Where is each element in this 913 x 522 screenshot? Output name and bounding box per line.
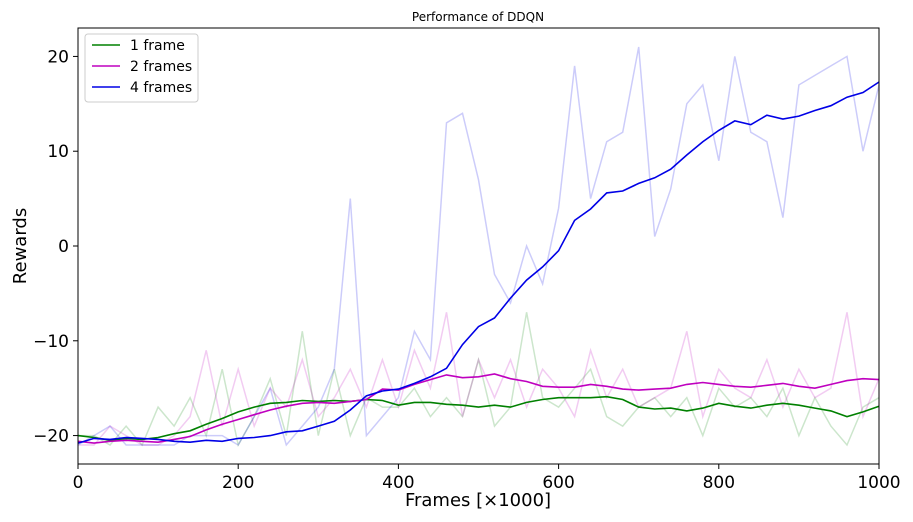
legend-label: 1 frame: [130, 38, 185, 54]
legend-box: [84, 33, 199, 103]
y-tick-label: −10: [33, 332, 69, 352]
y-tick-label: 0: [58, 237, 69, 257]
raw-line-4-frames: [77, 46, 880, 447]
series-line-1-frame: [77, 395, 880, 442]
raw-line-2-frames: [78, 312, 880, 446]
legend: 1 frame 2 frames 4 frames: [84, 33, 199, 103]
x-tick-label: 0: [73, 473, 84, 493]
x-tick-label: 800: [703, 473, 735, 493]
y-tick-label: −20: [33, 427, 69, 447]
smoothed-series-layer: [77, 81, 880, 444]
y-axis-label: Rewards: [10, 208, 31, 284]
x-tick-label: 1000: [857, 473, 900, 493]
x-tick-label: 200: [222, 473, 254, 493]
raw-line-1-frame: [78, 312, 880, 448]
y-tick-label: 10: [47, 142, 69, 162]
x-tick-label: 600: [542, 473, 574, 493]
chart-title: Performance of DDQN: [412, 10, 544, 24]
series-line-2-frames: [77, 373, 880, 444]
series-line-4-frames: [77, 81, 880, 444]
legend-label: 4 frames: [130, 80, 192, 96]
legend-label: 2 frames: [130, 59, 192, 75]
raw-series-layer: [77, 46, 880, 448]
x-axis-label: Frames [×1000]: [405, 490, 551, 511]
y-axis-ticks: −20 −10 0 10 20: [33, 47, 78, 447]
x-tick-label: 400: [382, 473, 414, 493]
y-tick-label: 20: [47, 47, 69, 67]
x-axis-ticks: 0 200 400 600 800 1000: [73, 464, 901, 493]
